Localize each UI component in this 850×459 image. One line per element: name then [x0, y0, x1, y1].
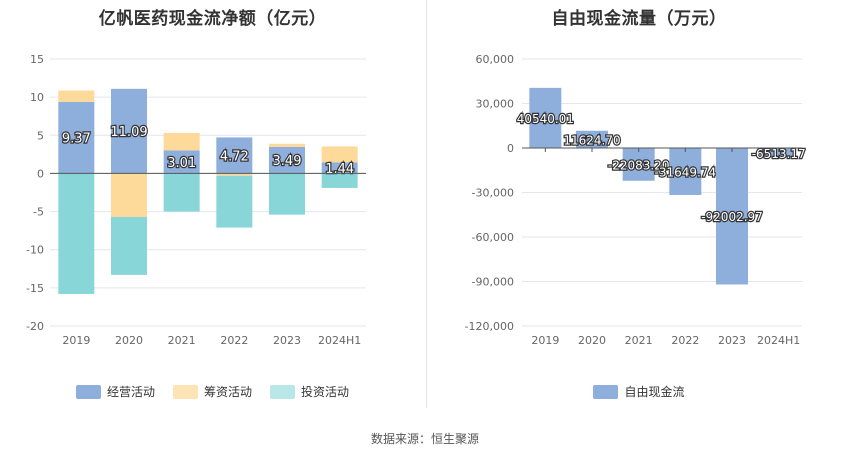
bar-segment	[269, 143, 305, 147]
data-label: 9.37	[62, 132, 91, 147]
bar-segment	[216, 137, 253, 174]
data-label: -31649.74	[655, 165, 717, 179]
y-tick-label: -15	[26, 282, 44, 295]
bar	[762, 148, 795, 158]
x-tick-label: 2023	[718, 334, 746, 347]
chart-legend: 经营活动 筹资活动 投资活动	[0, 383, 425, 400]
legend-swatch	[270, 384, 295, 399]
chart-title: 自由现金流量（万元）	[551, 9, 727, 29]
legend-label: 经营活动	[106, 385, 155, 399]
y-tick-label: -20	[26, 320, 44, 333]
legend-label: 投资活动	[301, 385, 350, 399]
data-label: 11624.70	[563, 133, 620, 147]
y-tick-label: 15	[30, 53, 44, 66]
x-tick-label: 2020	[578, 334, 606, 347]
data-label: 11.09	[110, 125, 147, 140]
data-label: -22083.20	[608, 158, 670, 172]
x-tick-label: 2020	[115, 334, 143, 347]
y-tick-label: 30,000	[476, 98, 515, 111]
x-tick-label: 2021	[625, 334, 653, 347]
y-tick-label: 0	[37, 167, 44, 180]
x-tick-label: 2024H1	[318, 334, 361, 347]
bar-segment	[58, 90, 95, 102]
data-label: -6513.17	[752, 147, 806, 161]
x-tick-label: 2021	[168, 334, 196, 347]
y-tick-label: -30,000	[472, 187, 514, 200]
bar	[529, 87, 562, 148]
x-tick-label: 2022	[671, 334, 699, 347]
bar-segment	[216, 175, 253, 228]
bar-segment	[321, 173, 358, 188]
legend-item-investing[interactable]: 投资活动	[270, 383, 349, 400]
y-tick-label: 10	[30, 91, 44, 104]
bar-segment	[216, 173, 253, 176]
x-tick-label: 2023	[273, 334, 301, 347]
cash-flow-net-chart: 亿帆医药现金流净额（亿元） 15 10 5 0 -5 -10 -15 -20 9.37 2019 1…	[0, 0, 425, 410]
y-tick-label: 60,000	[476, 53, 515, 66]
chart-title: 亿帆医药现金流净额（亿元）	[98, 9, 327, 29]
y-tick-label: -10	[26, 244, 44, 257]
data-label: 1.44	[325, 162, 354, 177]
y-tick-label: 0	[507, 142, 514, 155]
y-tick-label: -5	[33, 206, 44, 219]
panel-divider	[426, 0, 427, 408]
free-cash-flow-chart: 自由现金流量（万元） 60,000 30,000 0 -30,000 -60,000 -9…	[428, 0, 850, 410]
bar-segment	[269, 146, 305, 174]
data-label: 3.49	[273, 154, 302, 169]
bar-segment	[269, 173, 305, 215]
free-cash-flow-plot: 60,000 30,000 0 -30,000 -60,000 -90,000 -120,0…	[465, 53, 807, 347]
bar-segment	[163, 173, 200, 212]
legend-label: 自由现金流	[624, 385, 685, 399]
legend-item-free-cash-flow[interactable]: 自由现金流	[593, 383, 685, 400]
bar	[669, 148, 702, 195]
bar-segment	[111, 216, 147, 275]
bar	[716, 148, 748, 285]
bar	[622, 148, 655, 181]
x-tick-label: 2024H1	[757, 334, 800, 347]
legend-item-operating[interactable]: 经营活动	[75, 383, 155, 400]
legend-swatch	[172, 384, 198, 399]
data-source-note: 数据来源：恒生聚源	[370, 432, 479, 446]
legend-swatch	[593, 384, 619, 399]
y-tick-label: 5	[37, 129, 44, 142]
bar-segment	[111, 173, 147, 217]
bar-segment	[163, 150, 200, 174]
x-tick-label: 2019	[62, 334, 90, 347]
y-tick-label: -60,000	[472, 231, 514, 244]
bar-segment	[321, 162, 358, 174]
x-tick-label: 2019	[531, 334, 559, 347]
y-tick-label: -90,000	[472, 276, 514, 289]
legend-swatch	[75, 384, 101, 399]
bar-segment	[163, 132, 200, 151]
y-tick-label: -120,000	[465, 320, 514, 333]
bar	[576, 130, 608, 148]
chart-legend: 自由现金流	[428, 383, 850, 400]
bar-segment	[58, 173, 95, 294]
legend-label: 筹资活动	[203, 385, 252, 399]
data-label: 3.01	[167, 156, 196, 171]
legend-item-financing[interactable]: 筹资活动	[172, 383, 252, 400]
bar-segment	[58, 101, 95, 174]
data-label: 40540.01	[517, 112, 574, 126]
cash-flow-net-plot: 15 10 5 0 -5 -10 -15 -20 9.37 2019 11.09 2020 3.01 20…	[26, 53, 366, 347]
data-label: -92002.97	[701, 210, 763, 224]
x-tick-label: 2022	[220, 334, 248, 347]
data-label: 4.72	[220, 149, 249, 164]
bar-segment	[111, 88, 147, 174]
bar-segment	[321, 146, 358, 163]
